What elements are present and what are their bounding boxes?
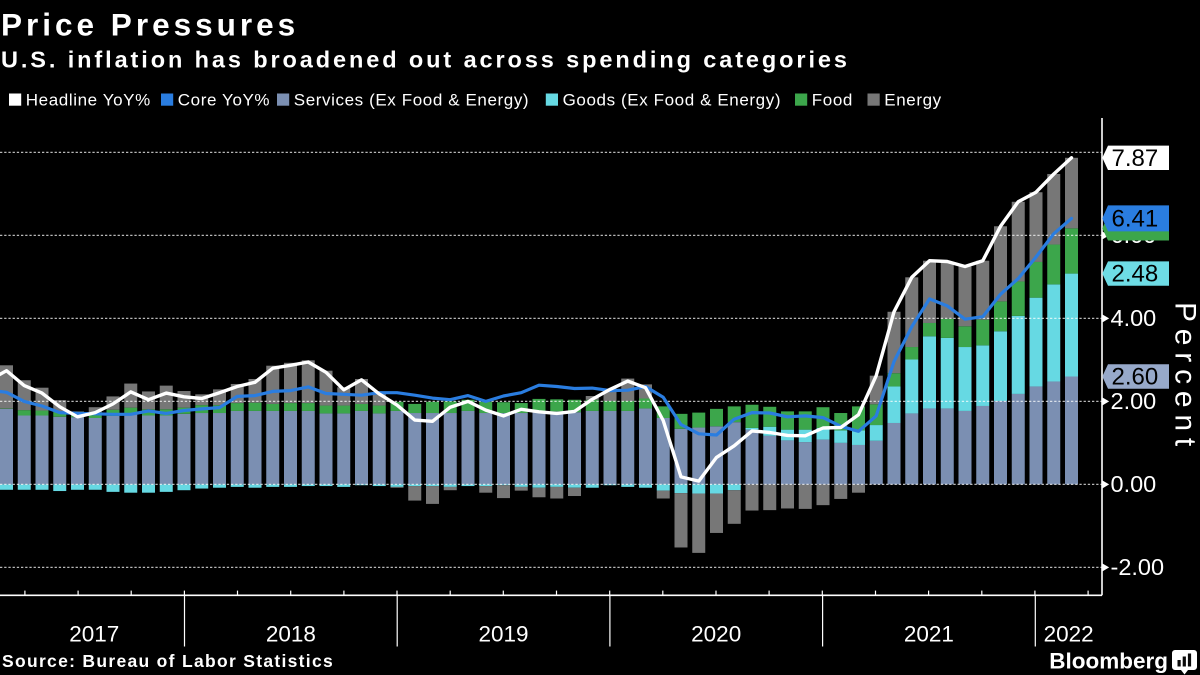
svg-text:2.60: 2.60 bbox=[1112, 364, 1159, 391]
svg-text:Bloomberg: Bloomberg bbox=[1049, 649, 1168, 674]
svg-text:Services (Ex Food & Energy): Services (Ex Food & Energy) bbox=[294, 91, 529, 110]
svg-text:2.48: 2.48 bbox=[1112, 261, 1159, 288]
svg-text:U.S. inflation has broadened o: U.S. inflation has broadened out across … bbox=[1, 46, 850, 72]
svg-text:Percent: Percent bbox=[1169, 302, 1200, 453]
svg-text:Headline YoY%: Headline YoY% bbox=[26, 91, 151, 110]
svg-text:6.41: 6.41 bbox=[1112, 205, 1159, 232]
svg-text:2019: 2019 bbox=[478, 622, 528, 647]
svg-text:Source: Bureau of Labor Statis: Source: Bureau of Labor Statistics bbox=[2, 651, 334, 671]
svg-text:Goods (Ex Food & Energy): Goods (Ex Food & Energy) bbox=[563, 91, 782, 110]
svg-text:2.00: 2.00 bbox=[1111, 388, 1157, 414]
svg-text:2018: 2018 bbox=[266, 622, 316, 647]
svg-text:0.00: 0.00 bbox=[1111, 471, 1157, 497]
svg-text:2021: 2021 bbox=[904, 622, 954, 647]
svg-text:4.00: 4.00 bbox=[1111, 305, 1157, 331]
svg-text:Energy: Energy bbox=[884, 91, 941, 110]
svg-text:Price Pressures: Price Pressures bbox=[1, 7, 299, 43]
svg-text:Food: Food bbox=[812, 91, 853, 110]
svg-text:7.87: 7.87 bbox=[1112, 145, 1159, 172]
svg-text:2022: 2022 bbox=[1044, 622, 1094, 647]
svg-text:2020: 2020 bbox=[691, 622, 741, 647]
svg-text:2017: 2017 bbox=[69, 622, 119, 647]
svg-text:-2.00: -2.00 bbox=[1111, 554, 1165, 580]
svg-text:Core YoY%: Core YoY% bbox=[178, 91, 270, 110]
